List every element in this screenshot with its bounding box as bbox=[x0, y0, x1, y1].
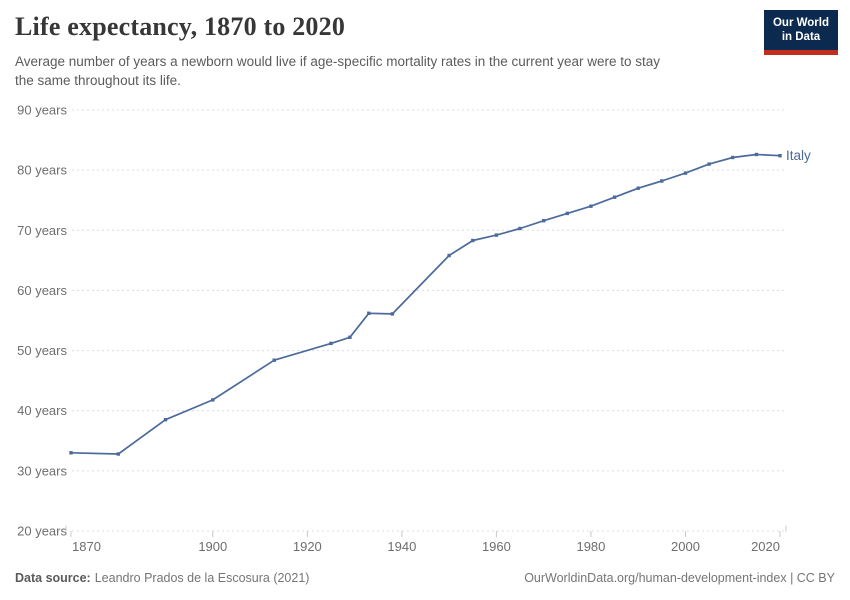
y-axis-label-50: 50 years bbox=[17, 343, 67, 358]
data-point-1955[interactable] bbox=[471, 238, 475, 243]
data-point-1933[interactable] bbox=[367, 311, 371, 315]
data-point-1970[interactable] bbox=[542, 219, 546, 223]
data-point-1965[interactable] bbox=[518, 226, 522, 231]
data-source-note: Data source: Leandro Prados de la Escosur… bbox=[15, 571, 309, 585]
data-point-1870[interactable] bbox=[69, 451, 73, 455]
footer-license-link[interactable]: OurWorldinData.org/human-development-ind… bbox=[524, 571, 835, 585]
x-axis-label-1980: 1980 bbox=[576, 539, 605, 554]
y-axis-label-80: 80 years bbox=[17, 163, 67, 178]
y-axis-label-40: 40 years bbox=[17, 403, 67, 418]
x-axis-label-2000: 2000 bbox=[671, 539, 700, 554]
owid-logo-line2: in Data bbox=[781, 30, 821, 43]
data-point-1990[interactable] bbox=[636, 186, 640, 190]
data-point-1913[interactable] bbox=[272, 358, 276, 362]
chart-subtitle: Average number of years a newborn would … bbox=[15, 54, 661, 89]
data-point-1985[interactable] bbox=[612, 195, 617, 199]
x-axis-label-1960: 1960 bbox=[482, 539, 511, 554]
y-axis-label-90: 90 years bbox=[17, 103, 67, 118]
data-source-text: Leandro Prados de la Escosura (2021) bbox=[94, 571, 310, 585]
data-point-1938[interactable] bbox=[390, 312, 395, 316]
x-axis-label-1920: 1920 bbox=[293, 539, 322, 554]
owid-logo-line1: Our World bbox=[772, 17, 829, 29]
data-point-2015[interactable] bbox=[754, 152, 759, 157]
data-point-1995[interactable] bbox=[660, 179, 664, 183]
data-point-1929[interactable] bbox=[348, 335, 352, 339]
page-title: Life expectancy, 1870 to 2020 bbox=[15, 12, 346, 41]
data-point-1900[interactable] bbox=[211, 398, 215, 402]
data-point-1975[interactable] bbox=[565, 211, 569, 216]
data-point-1980[interactable] bbox=[589, 204, 593, 208]
y-axis-label-70: 70 years bbox=[17, 223, 67, 238]
x-axis-label-1940: 1940 bbox=[387, 539, 416, 554]
series-label-italy[interactable]: Italy bbox=[786, 148, 811, 163]
series-line-italy[interactable] bbox=[70, 153, 781, 455]
data-source-label: Data source: bbox=[15, 571, 91, 585]
data-point-2000[interactable] bbox=[683, 171, 688, 175]
data-point-1925[interactable] bbox=[329, 341, 333, 346]
x-axis-label-2020: 2020 bbox=[751, 539, 780, 554]
y-axis-label-20: 20 years bbox=[17, 524, 67, 539]
data-point-2020[interactable] bbox=[778, 154, 782, 158]
data-point-1880[interactable] bbox=[116, 452, 120, 456]
x-axis-label-1900: 1900 bbox=[198, 539, 227, 554]
data-point-1960[interactable] bbox=[494, 233, 499, 237]
y-axis-label-30: 30 years bbox=[17, 463, 67, 478]
data-point-1950[interactable] bbox=[447, 253, 451, 258]
data-point-2010[interactable] bbox=[731, 155, 735, 160]
y-axis-label-60: 60 years bbox=[17, 283, 67, 298]
owid-logo[interactable]: Our World in Data bbox=[764, 10, 838, 55]
data-point-2005[interactable] bbox=[707, 162, 711, 166]
x-axis-label-1870: 1870 bbox=[72, 539, 101, 554]
data-point-1890[interactable] bbox=[163, 418, 168, 422]
